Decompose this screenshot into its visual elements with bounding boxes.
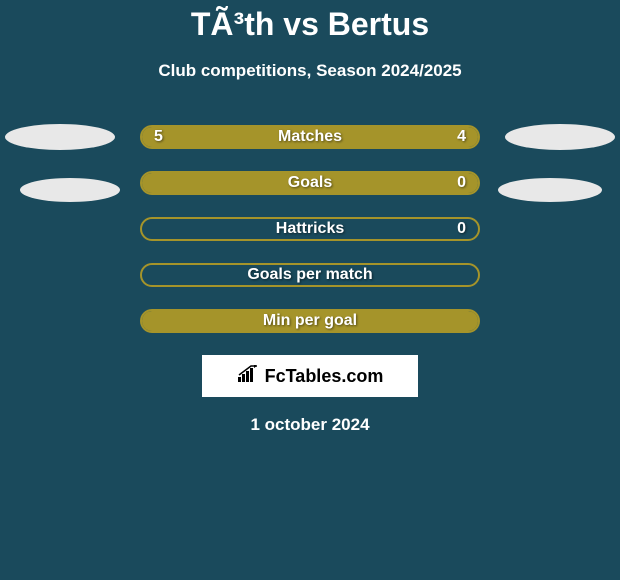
chart-icon xyxy=(237,365,259,388)
stat-row: Hattricks 0 xyxy=(0,217,620,241)
stat-value-right: 4 xyxy=(457,128,466,146)
stat-bar: Goals per match xyxy=(140,263,480,287)
stat-value-right: 0 xyxy=(457,220,466,238)
stat-label: Min per goal xyxy=(263,312,357,330)
stat-row: Min per goal xyxy=(0,309,620,333)
page-title: TÃ³th vs Bertus xyxy=(0,6,620,43)
stat-label: Hattricks xyxy=(276,220,344,238)
stat-value-right: 0 xyxy=(457,174,466,192)
main-container: TÃ³th vs Bertus Club competitions, Seaso… xyxy=(0,0,620,435)
subtitle: Club competitions, Season 2024/2025 xyxy=(0,61,620,81)
decorative-ellipse xyxy=(5,124,115,150)
stat-bar: Goals 0 xyxy=(140,171,480,195)
decorative-ellipse xyxy=(498,178,602,202)
logo-label: FcTables.com xyxy=(265,366,384,387)
stats-container: 5 Matches 4 Goals 0 Hattricks 0 Goals per match… xyxy=(0,125,620,333)
stat-label: Goals xyxy=(288,174,332,192)
decorative-ellipse xyxy=(20,178,120,202)
logo-text: FcTables.com xyxy=(237,365,384,388)
stat-label: Goals per match xyxy=(247,266,372,284)
stat-label: Matches xyxy=(278,128,342,146)
stat-bar: Hattricks 0 xyxy=(140,217,480,241)
logo-box: FcTables.com xyxy=(202,355,418,397)
stat-bar: Min per goal xyxy=(140,309,480,333)
stat-bar: 5 Matches 4 xyxy=(140,125,480,149)
decorative-ellipse xyxy=(505,124,615,150)
stat-value-left: 5 xyxy=(154,128,163,146)
date-text: 1 october 2024 xyxy=(0,415,620,435)
stat-row: Goals per match xyxy=(0,263,620,287)
